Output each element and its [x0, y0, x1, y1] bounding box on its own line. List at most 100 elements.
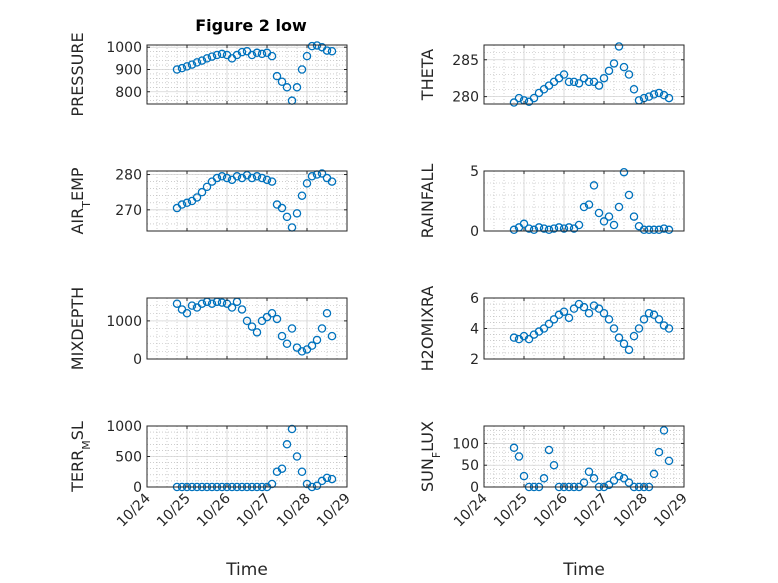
subplot-1: 800 900 1000 PRESSURE — [68, 32, 348, 117]
axes-box — [146, 297, 348, 360]
data-point — [267, 177, 277, 186]
data-point — [182, 62, 192, 71]
data-point — [247, 173, 257, 183]
data-point — [659, 224, 669, 233]
data-point — [322, 46, 332, 55]
data-point — [307, 41, 317, 51]
data-point — [277, 464, 287, 473]
axes-box — [146, 44, 348, 105]
data-point — [664, 456, 674, 466]
data-point — [564, 77, 574, 87]
data-point — [609, 476, 619, 485]
subplot-6: 2 4 6 H2OMIXRA — [418, 286, 685, 372]
data-point — [297, 347, 307, 356]
y-axis-label-part: RAINFALL — [418, 164, 437, 239]
data-point — [579, 302, 589, 312]
data-point — [514, 452, 524, 461]
data-point — [519, 471, 529, 481]
data-point — [624, 345, 634, 355]
data-point — [619, 167, 629, 177]
data-point — [202, 182, 212, 192]
y-tick-label: 4 — [470, 322, 479, 338]
data-point — [614, 471, 624, 481]
y-axis-label: H2OMIXRA — [418, 286, 437, 372]
data-point — [217, 172, 227, 181]
data-point — [659, 426, 669, 435]
data-point — [197, 56, 207, 65]
data-point — [257, 173, 267, 183]
y-tick-label: 0 — [470, 480, 479, 496]
y-tick-label: 1000 — [106, 419, 142, 435]
data-point — [649, 469, 659, 479]
data-point — [584, 467, 594, 476]
data-point — [654, 447, 664, 457]
data-point — [509, 443, 519, 453]
data-point — [609, 59, 619, 68]
data-point — [282, 339, 292, 348]
subplot-4: 0 5 RAINFALL — [418, 164, 685, 240]
subplot-8: 0 50 100 10/24 10/25 10/26 10/27 10/28 10/29 Time… — [418, 421, 691, 580]
data-point — [247, 322, 257, 331]
data-point — [257, 49, 267, 59]
subplot-3: 270 280 AIRTEMP — [68, 167, 348, 235]
x-axis-label: Time — [562, 560, 605, 580]
data-point — [614, 202, 624, 212]
data-point — [664, 225, 674, 235]
data-point — [589, 181, 599, 190]
data-point — [292, 83, 302, 92]
data-point — [619, 474, 629, 483]
data-point — [604, 212, 614, 221]
y-axis-label-part: LUX — [418, 421, 437, 452]
data-point — [599, 308, 609, 318]
data-point — [187, 301, 197, 310]
y-tick-label: 5 — [470, 164, 479, 180]
data-point — [579, 202, 589, 212]
data-point — [217, 49, 227, 59]
x-tick-label: 10/26 — [531, 490, 571, 530]
data-point — [614, 333, 624, 342]
y-axis-label-subscript: T — [80, 201, 93, 209]
x-tick-label: 10/28 — [274, 491, 314, 531]
data-point — [574, 220, 584, 230]
y-tick-label: 280 — [115, 168, 142, 184]
data-point — [559, 307, 569, 316]
data-point — [312, 335, 322, 345]
data-point — [644, 308, 654, 318]
y-tick-label: 285 — [452, 53, 479, 69]
data-point — [594, 81, 604, 90]
data-point — [649, 90, 659, 99]
data-point — [569, 304, 579, 313]
y-tick-label: 2 — [470, 352, 479, 368]
data-point — [644, 225, 654, 235]
axes-box — [483, 425, 685, 488]
y-tick-label: 0 — [133, 480, 142, 496]
axes-box — [146, 170, 348, 232]
data-point — [317, 324, 327, 333]
data-point — [649, 310, 659, 320]
data-point — [539, 474, 549, 483]
data-point — [529, 93, 539, 103]
data-point — [559, 224, 569, 233]
data-point — [654, 225, 664, 235]
y-tick-label: 50 — [461, 458, 479, 474]
x-tick-label: 10/25 — [491, 491, 531, 531]
y-tick-label: 1000 — [106, 314, 142, 330]
data-point — [327, 331, 337, 341]
data-point — [182, 308, 192, 318]
data-point — [584, 77, 594, 87]
data-point — [524, 334, 534, 344]
y-axis-label: SUNFLUX — [418, 421, 443, 492]
data-point — [327, 177, 337, 186]
data-series — [509, 299, 674, 355]
data-point — [287, 424, 297, 434]
x-tick-label: 10/29 — [314, 491, 354, 531]
data-point — [322, 308, 332, 318]
data-point — [172, 299, 182, 308]
y-axis-label-part: PRESSURE — [68, 32, 87, 116]
data-point — [574, 79, 584, 88]
y-tick-label: 100 — [452, 436, 479, 452]
data-point — [529, 225, 539, 235]
data-point — [549, 315, 559, 324]
data-point — [297, 191, 307, 200]
data-point — [192, 58, 202, 67]
